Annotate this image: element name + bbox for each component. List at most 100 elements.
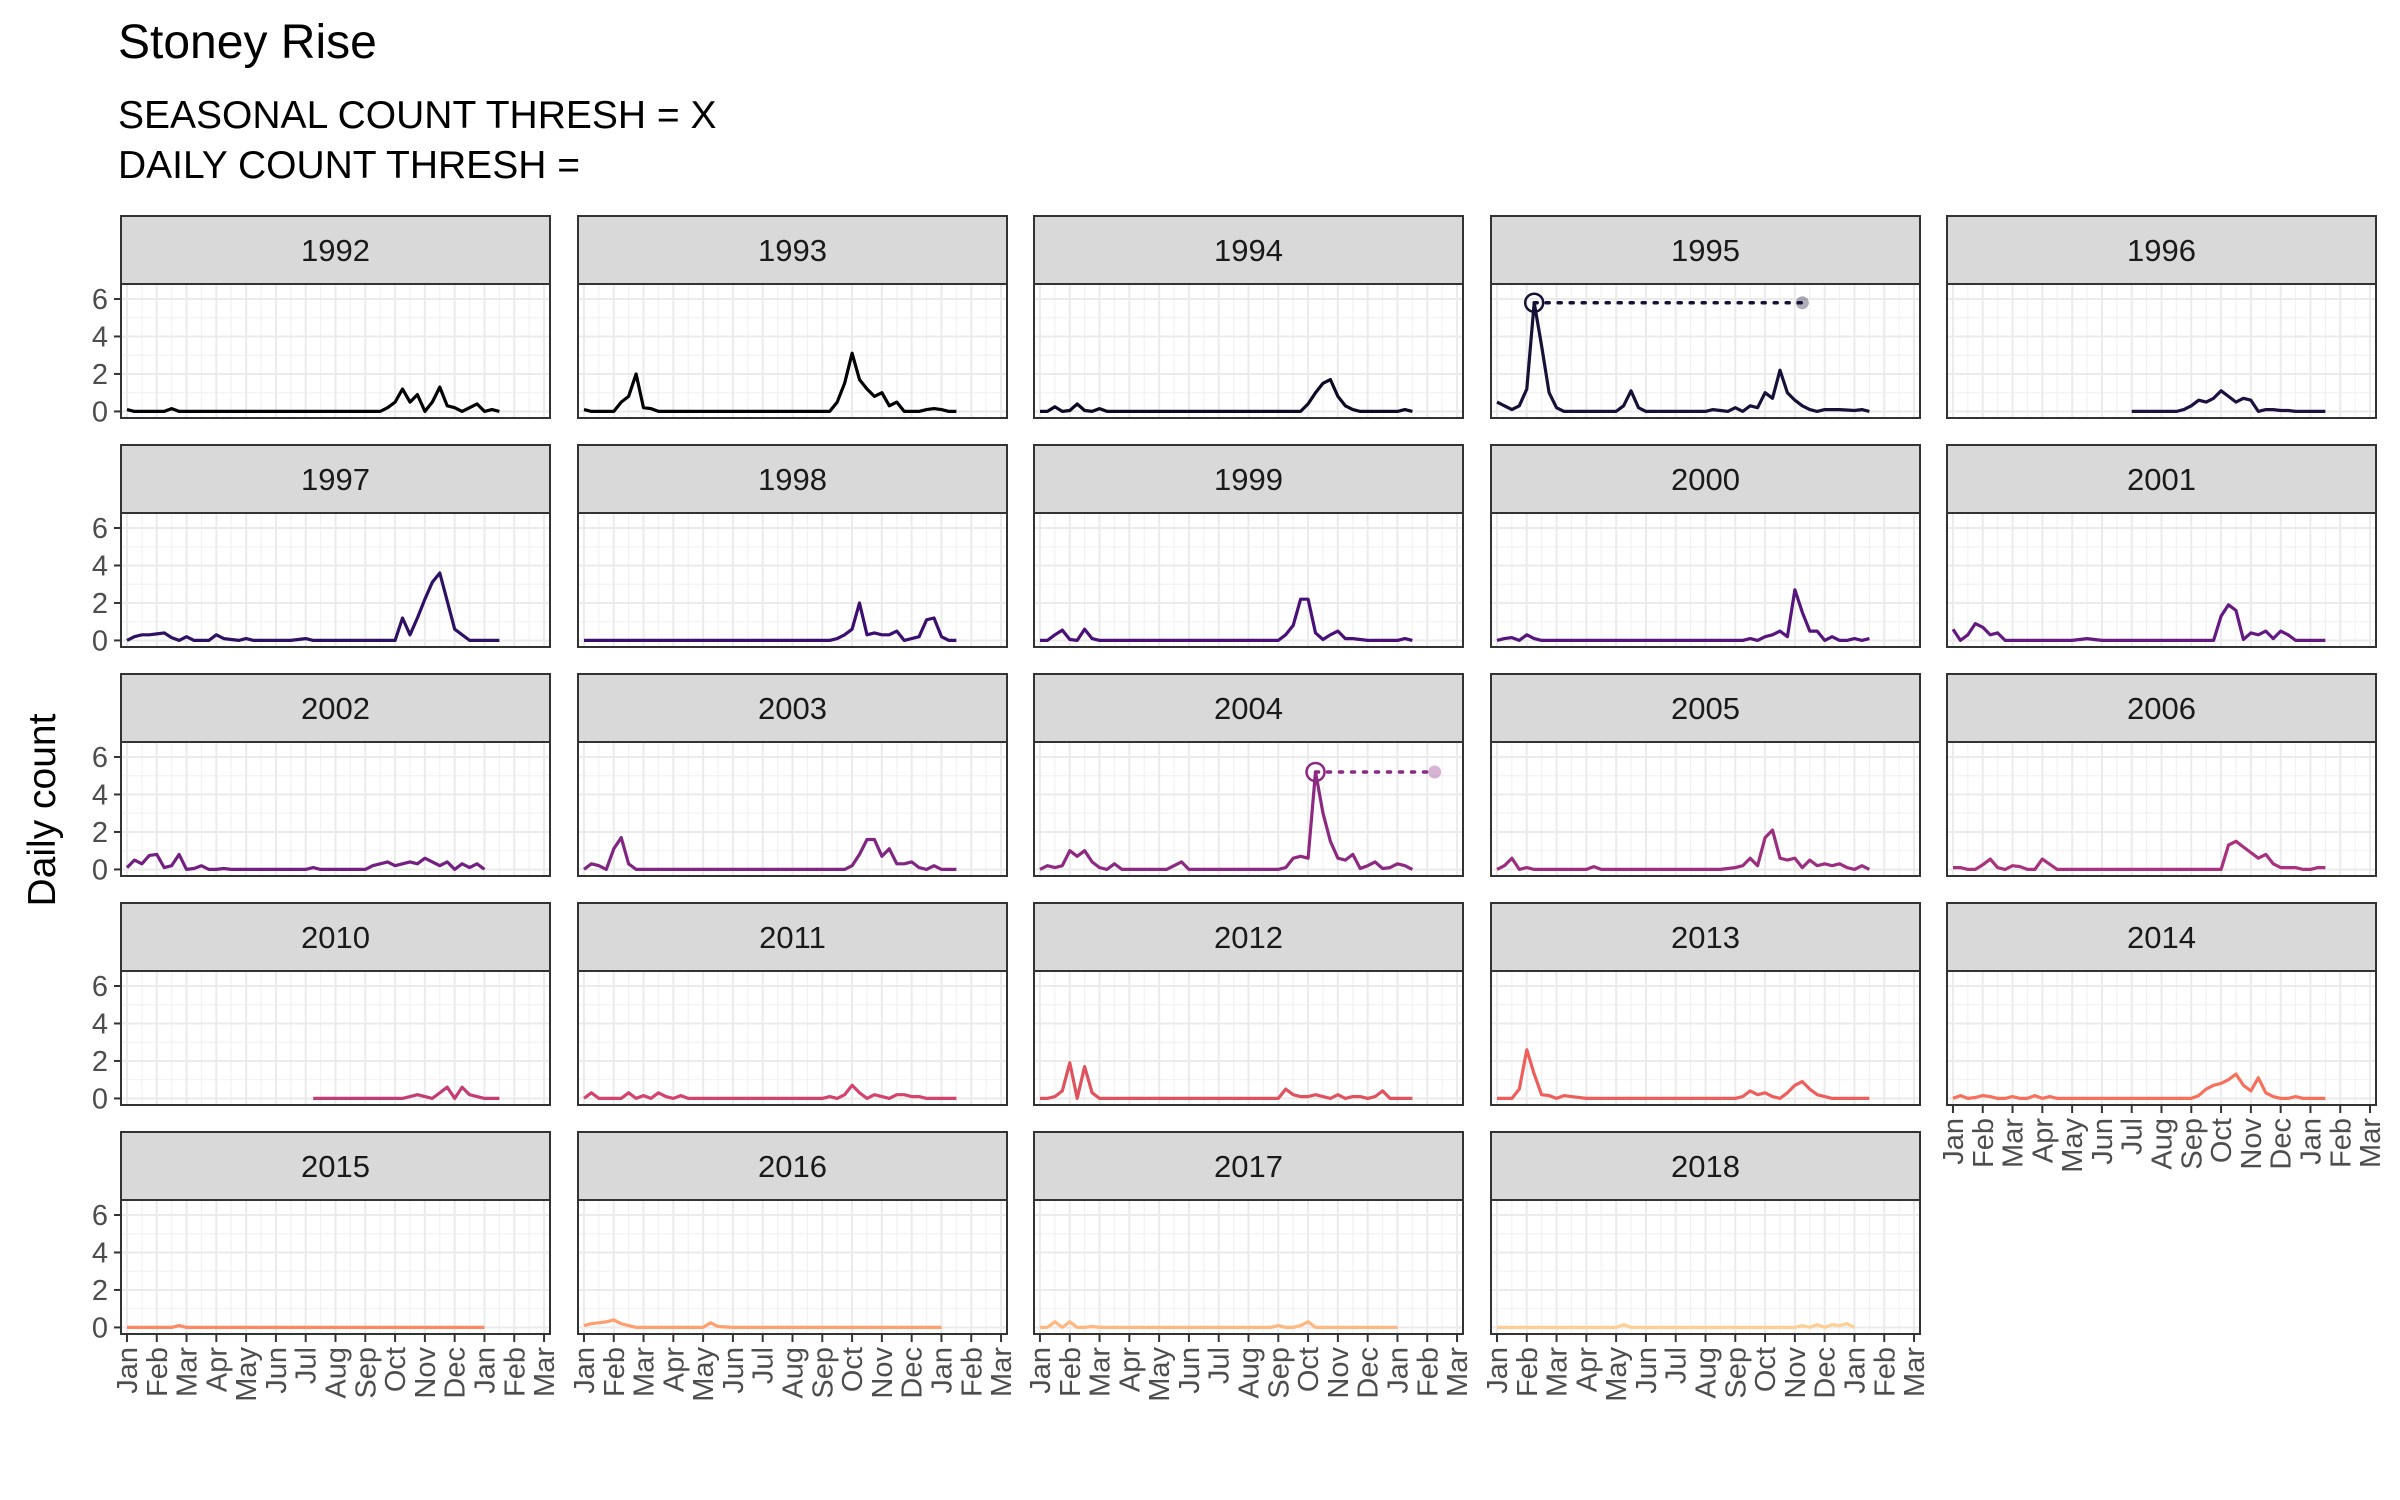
panel-border [1946,741,2377,877]
facet-strip [577,902,1008,972]
facet-strip-label: 2015 [301,1149,370,1184]
y-tick-label: 4 [92,779,108,811]
facet-strip [1946,444,2377,514]
facet-panel-2016: 2016 [577,1131,1008,1335]
facet-panel-2000: 2000 [1490,444,1921,648]
x-tick-label: May [2057,1118,2089,1173]
y-tick-label: 2 [92,1046,108,1078]
x-tick-label: Feb [956,1347,988,1397]
x-tick-label: May [1144,1347,1176,1402]
y-tick-label: 6 [92,971,108,1003]
facet-panel-2010: 2010 0 2 4 6 [92,902,551,1115]
x-tick-label: Aug [321,1347,353,1399]
x-tick-label: Aug [1234,1347,1266,1399]
x-tick-label: Dec [897,1347,929,1399]
facet-panel-2011: 2011 [577,902,1008,1106]
panel-border [1033,283,1464,419]
series-line-1997 [126,571,500,643]
x-tick-label: Feb [1869,1347,1901,1397]
facet-strip [120,215,551,285]
panel-border [577,283,1008,419]
x-tick-label: Sep [807,1347,839,1399]
chart-subtitle-line-2: DAILY COUNT THRESH = [118,144,580,187]
facet-panel-1995: 1995 [1490,215,1921,419]
x-axis-column-5: JanFebMarAprMayJunJulAugSepOctNovDecJanF… [1938,1105,2387,1173]
x-tick-label: Dec [1353,1347,1385,1399]
facet-strip-label: 2012 [1214,920,1283,955]
y-tick-label: 0 [92,625,108,657]
facet-panel-2001: 2001 [1946,444,2377,648]
y-tick-label: 2 [92,817,108,849]
x-tick-label: Jan [926,1347,958,1394]
x-tick-label: Oct [1750,1347,1782,1392]
x-axis-column-3: JanFebMarAprMayJunJulAugSepOctNovDecJanF… [1025,1334,1474,1402]
x-tick-label: Mar [629,1347,661,1397]
x-tick-label: Jan [1839,1347,1871,1394]
series-line-2010 [313,1085,500,1101]
facet-strip-label: 2006 [2127,691,2196,726]
x-tick-label: Jul [2117,1118,2149,1155]
x-tick-label: Apr [1114,1347,1146,1392]
facet-strip-label: 2017 [1214,1149,1283,1184]
x-tick-label: Apr [1571,1347,1603,1392]
facet-strip [120,1131,551,1201]
facet-strip-label: 1997 [301,462,370,497]
series-line-2012 [1040,1061,1413,1101]
facet-panel-1997: 1997 0 2 4 6 [92,444,551,657]
facet-strip [1033,215,1464,285]
x-tick-label: Aug [778,1347,810,1399]
x-tick-label: Jun [1174,1347,1206,1394]
x-tick-label: Mar [1085,1347,1117,1397]
peak-marker [1523,292,1545,313]
y-tick-label: 6 [92,284,108,316]
panel-border [577,970,1008,1106]
facet-panel-2018: 2018 [1490,1131,1921,1335]
x-tick-label: Mar [529,1347,561,1397]
x-tick-label: Jan [569,1347,601,1394]
y-tick-label: 6 [92,742,108,774]
panel-border [120,741,551,877]
facet-panel-1996: 1996 [1946,215,2377,419]
facet-panel-2013: 2013 [1490,902,1921,1106]
x-tick-label: Feb [1412,1347,1444,1397]
x-tick-label: Feb [1055,1347,1087,1397]
x-tick-label: Jun [261,1347,293,1394]
x-tick-label: Jan [469,1347,501,1394]
projected-point [1795,296,1809,310]
x-axis-column-4: JanFebMarAprMayJunJulAugSepOctNovDecJanF… [1482,1334,1931,1402]
x-tick-label: Nov [1323,1347,1355,1399]
panel-border [1490,970,1921,1106]
panel-border [120,970,551,1106]
facet-strip [1490,1131,1921,1201]
facet-strip [1033,673,1464,743]
facet-strip-label: 2011 [759,920,826,955]
panel-border [577,512,1008,648]
y-tick-label: 0 [92,396,108,428]
series-line-2016 [583,1318,942,1330]
facet-panel-1999: 1999 [1033,444,1464,648]
y-tick-label: 2 [92,1275,108,1307]
y-tick-label: 0 [92,1312,108,1344]
y-axis-title: Daily count [21,713,64,906]
facet-panel-1993: 1993 [577,215,1008,419]
series-line-2001 [1951,603,2326,643]
x-tick-label: Dec [2266,1118,2298,1170]
x-tick-label: Mar [1899,1347,1931,1397]
x-tick-label: Mar [172,1347,204,1397]
facet-strip-label: 2001 [2127,462,2196,497]
x-tick-label: Mar [1542,1347,1574,1397]
facet-strip-label: 2016 [758,1149,827,1184]
y-tick-label: 0 [92,854,108,886]
x-tick-label: May [231,1347,263,1402]
facet-strip-label: 2005 [1671,691,1740,726]
series-line-1994 [1040,378,1413,413]
panel-border [1490,512,1921,648]
y-tick-label: 2 [92,588,108,620]
x-tick-label: Sep [350,1347,382,1399]
x-tick-label: Nov [410,1347,442,1399]
x-tick-label: Mar [1442,1347,1474,1397]
y-tick-label: 4 [92,550,108,582]
x-tick-label: Jul [291,1347,323,1384]
x-tick-label: Apr [201,1347,233,1392]
panel-border [1946,512,2377,648]
